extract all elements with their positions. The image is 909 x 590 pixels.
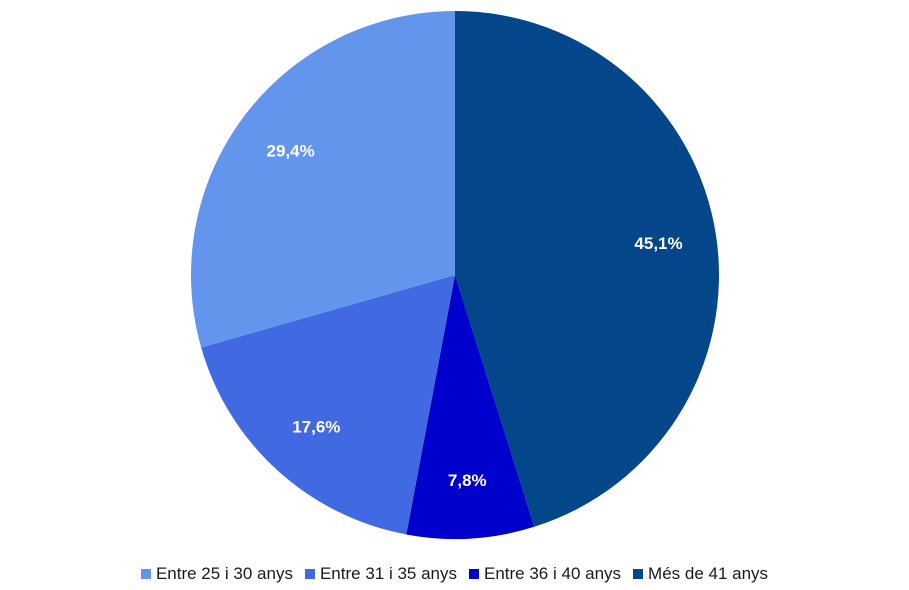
pie-slice-3 [406,275,535,539]
legend-label: Entre 31 i 35 anys [319,564,457,583]
pie-data-labels: 45,1% 7,8% 17,6% 29,4% [267,141,683,490]
legend-swatch [633,569,644,579]
legend-item-2: Entre 31 i 35 anys [304,564,457,584]
pie-slices [190,11,719,539]
legend-swatch [469,569,479,579]
legend-swatch [140,569,151,579]
legend-item-3: Entre 36 i 40 anys [469,564,621,584]
data-label-4: 45,1% [634,234,682,253]
pie-slice-1 [190,11,456,348]
pie-slice-2 [201,275,455,535]
legend: Entre 25 i 30 anys Entre 31 i 35 anys Entr… [0,564,909,584]
legend-label: Entre 25 i 30 anys [155,564,293,583]
legend-label: Entre 36 i 40 anys [484,564,622,583]
legend-item-4: Més de 41 anys [633,564,768,584]
data-label-1: 29,4% [267,141,315,160]
legend-label: Més de 41 anys [648,564,769,583]
data-label-3: 7,8% [448,471,487,490]
data-label-2: 17,6% [292,418,340,437]
pie-slice-4 [455,11,719,527]
legend-item-1: Entre 25 i 30 anys [140,564,293,584]
legend-swatch [304,569,315,579]
